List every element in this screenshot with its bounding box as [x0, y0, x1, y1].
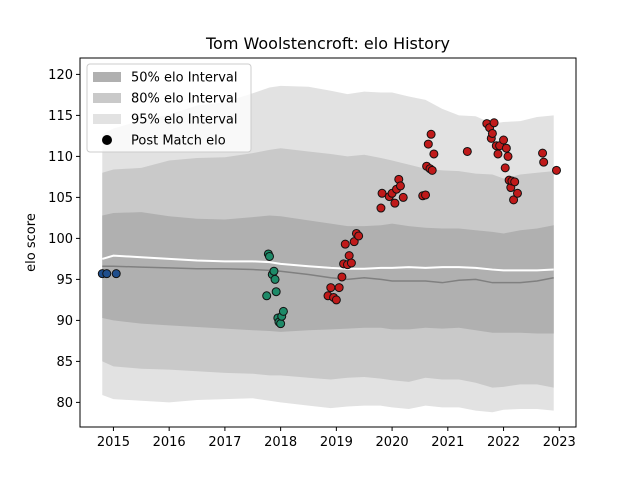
median-line	[102, 265, 554, 284]
post-match-point	[346, 258, 356, 268]
post-match-point	[538, 148, 548, 158]
legend-box	[86, 63, 252, 153]
legend-swatch	[93, 93, 121, 103]
post-match-point	[262, 291, 272, 301]
y-axis-ticks: 80 85 90 95 100 105 110 115 120	[48, 68, 80, 411]
post-match-point	[501, 143, 511, 153]
post-match-point	[390, 198, 400, 208]
post-match-point	[462, 146, 472, 156]
y-tick-label: 115	[48, 109, 73, 124]
post-match-point	[493, 149, 503, 159]
post-match-point	[377, 188, 387, 198]
post-match-point	[270, 274, 280, 284]
post-match-point	[344, 251, 354, 261]
post-match-points	[97, 118, 561, 329]
legend-swatch	[93, 114, 121, 124]
post-match-point	[503, 151, 513, 161]
post-match-point	[509, 195, 519, 205]
legend-label: 50% elo Interval	[131, 71, 238, 86]
y-tick-label: 90	[56, 314, 73, 329]
post-match-point	[427, 165, 437, 175]
plot-frame	[79, 57, 577, 428]
legend: 50% elo Interval 80% elo Interval 95% elo …	[86, 63, 252, 153]
mean-line	[102, 254, 554, 272]
legend-swatch	[93, 72, 121, 82]
post-match-point	[551, 165, 561, 175]
y-tick-label: 105	[48, 191, 73, 206]
post-match-point	[331, 295, 341, 305]
post-match-point	[510, 177, 520, 187]
post-match-point	[395, 181, 405, 191]
x-axis-ticks: 2015 2016 2017 2018 2019 2020 2021 2022 2023	[97, 427, 576, 450]
post-match-point	[398, 192, 408, 202]
x-tick-label: 2019	[320, 435, 353, 450]
x-tick-label: 2015	[97, 435, 130, 450]
post-match-point	[354, 231, 364, 241]
post-match-point	[326, 283, 336, 293]
post-match-point	[499, 135, 509, 145]
x-tick-label: 2016	[153, 435, 186, 450]
post-match-point	[487, 128, 497, 138]
y-tick-label: 85	[56, 355, 73, 370]
y-tick-label: 95	[56, 273, 73, 288]
post-match-point	[376, 203, 386, 213]
post-match-point	[102, 269, 112, 279]
legend-marker	[102, 135, 112, 145]
central-lines	[102, 254, 554, 284]
post-match-point	[111, 269, 121, 279]
post-match-point	[269, 266, 279, 276]
post-match-point	[539, 157, 549, 167]
post-match-point	[276, 319, 286, 329]
post-match-point	[264, 251, 274, 261]
legend-label: 95% elo Interval	[131, 113, 238, 128]
x-tick-label: 2020	[376, 435, 409, 450]
x-tick-label: 2022	[487, 435, 520, 450]
post-match-point	[271, 287, 281, 297]
post-match-point	[334, 283, 344, 293]
band-50	[102, 212, 554, 334]
post-match-point	[500, 163, 510, 173]
x-tick-label: 2021	[431, 435, 464, 450]
post-match-point	[489, 118, 499, 128]
y-tick-label: 80	[56, 396, 73, 411]
legend-label: 80% elo Interval	[131, 92, 238, 107]
x-tick-label: 2023	[543, 435, 576, 450]
y-axis-label: elo score	[24, 213, 39, 272]
chart-title: Tom Woolstencroft: elo History	[205, 34, 450, 53]
post-match-point	[337, 272, 347, 282]
y-tick-label: 110	[48, 150, 73, 165]
post-match-point	[429, 149, 439, 159]
post-match-point	[512, 188, 522, 198]
post-match-point	[423, 139, 433, 149]
post-match-point	[278, 306, 288, 316]
post-match-point	[426, 129, 436, 139]
post-match-point	[421, 190, 431, 200]
x-tick-label: 2017	[208, 435, 241, 450]
x-tick-label: 2018	[264, 435, 297, 450]
y-tick-label: 120	[48, 68, 73, 83]
y-tick-label: 100	[48, 232, 73, 247]
post-match-point	[340, 239, 350, 249]
legend-label: Post Match elo	[131, 134, 226, 149]
